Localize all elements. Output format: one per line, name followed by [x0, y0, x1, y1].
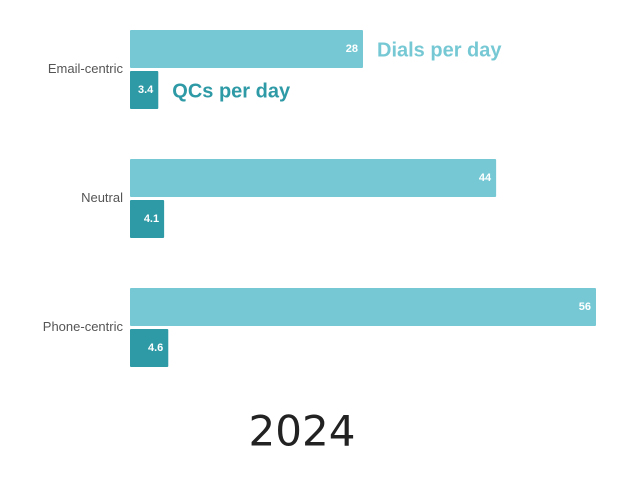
category-label: Email-centric	[48, 61, 124, 76]
bar	[130, 200, 165, 238]
bar	[130, 159, 497, 197]
category-label: Neutral	[81, 190, 123, 205]
value-label: 4.1	[144, 213, 159, 225]
value-label: 56	[579, 301, 591, 313]
category-label: Phone-centric	[43, 319, 124, 334]
bar	[130, 30, 363, 68]
bar	[130, 71, 159, 109]
value-label: 3.4	[138, 84, 154, 96]
value-label: 28	[346, 43, 358, 55]
bar	[130, 329, 169, 367]
legend-label: Dials per day	[377, 39, 502, 61]
value-label: 44	[479, 172, 492, 184]
bar	[130, 288, 596, 326]
chart-title: 2024	[249, 407, 356, 456]
legend-label: QCs per day	[172, 80, 291, 102]
value-label: 4.6	[148, 342, 163, 354]
